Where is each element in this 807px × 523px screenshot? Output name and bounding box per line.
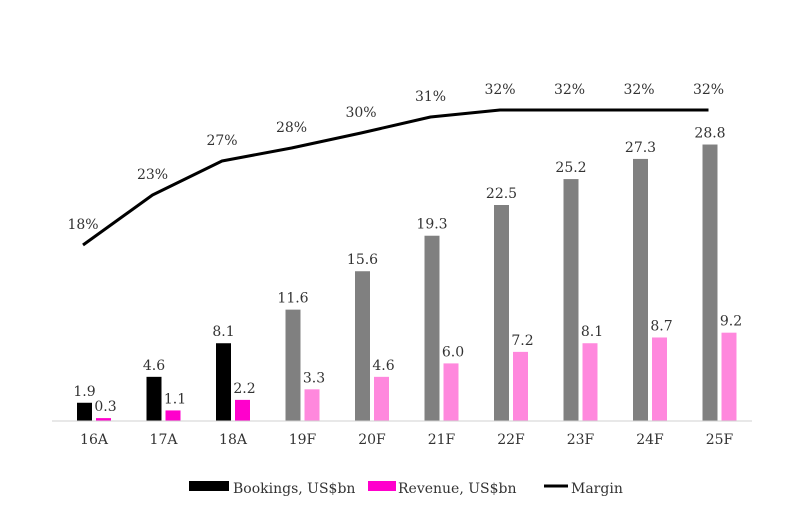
- legend-label-margin: Margin: [571, 481, 623, 497]
- x-tick-21F: 21F: [428, 432, 456, 448]
- x-tick-23F: 23F: [567, 432, 595, 448]
- bar-labels-layer: 1.90.3 4.6 1.1 8.1 2.2 11.6 3.3 15.6 4.6 19.3 6.0 2…: [73, 126, 742, 416]
- margin-label-19F: 28%: [276, 120, 307, 136]
- bookings-bar-23F: [563, 179, 579, 421]
- margin-label-24F: 32%: [623, 82, 654, 98]
- margin-label-17A: 23%: [137, 167, 168, 183]
- revenue-label-17A: 1.1: [164, 391, 186, 407]
- margin-label-18A: 27%: [206, 133, 237, 149]
- margin-label-16A: 18%: [67, 217, 98, 233]
- margin-label-20F: 30%: [345, 105, 376, 121]
- bookings-label-16A: 1.9: [73, 384, 95, 400]
- bars-layer: [77, 144, 737, 422]
- revenue-label-24F: 8.7: [650, 318, 672, 334]
- legend-label-revenue: Revenue, US$bn: [398, 481, 517, 497]
- bookings-bar-16A: [77, 402, 92, 421]
- margin-label-22F: 32%: [484, 82, 515, 98]
- bookings-bar-21F: [424, 235, 440, 421]
- margin-line: [82, 108, 709, 247]
- bookings-label-20F: 15.6: [347, 252, 378, 268]
- margin-label-21F: 31%: [415, 89, 446, 105]
- legend-label-bookings: Bookings, US$bn: [233, 481, 355, 497]
- bookings-label-17A: 4.6: [143, 358, 165, 374]
- x-tick-24F: 24F: [636, 432, 664, 448]
- x-tick-16A: 16A: [80, 432, 109, 448]
- bookings-label-21F: 19.3: [416, 217, 447, 233]
- revenue-label-25F: 9.2: [720, 314, 742, 330]
- revenue-label-19F: 3.3: [303, 370, 325, 386]
- legend-swatch-bookings: [189, 481, 229, 491]
- revenue-bar-20F: [374, 376, 389, 421]
- revenue-label-22F: 7.2: [511, 333, 533, 349]
- bookings-bar-22F: [494, 205, 509, 421]
- revenue-label-23F: 8.1: [581, 324, 603, 340]
- bookings-bar-18A: [216, 343, 231, 421]
- revenue-bar-18A: [235, 399, 250, 421]
- revenue-label-20F: 4.6: [372, 358, 394, 374]
- bookings-label-24F: 27.3: [625, 140, 656, 156]
- revenue-bar-22F: [513, 351, 528, 421]
- revenue-bar-21F: [443, 363, 459, 421]
- revenue-label-18A: 2.2: [233, 381, 255, 397]
- bookings-label-22F: 22.5: [486, 186, 517, 202]
- revenue-bar-17A: [165, 410, 181, 421]
- bookings-label-18A: 8.1: [212, 324, 234, 340]
- bookings-bar-17A: [146, 376, 162, 421]
- revenue-bar-25F: [721, 332, 737, 421]
- revenue-label-21F: 6.0: [442, 344, 464, 360]
- bookings-bar-24F: [633, 158, 648, 422]
- x-tick-19F: 19F: [289, 432, 317, 448]
- bookings-bar-19F: [285, 309, 301, 421]
- bookings-label-25F: 28.8: [694, 126, 725, 142]
- bookings-label-19F: 11.6: [277, 291, 308, 307]
- revenue-label-16A: 0.3: [94, 399, 116, 415]
- x-tick-labels: 16A 17A 18A 19F 20F 21F 22F 23F 24F 25F: [80, 432, 734, 448]
- legend-swatch-revenue: [368, 481, 396, 491]
- bookings-label-23F: 25.2: [555, 160, 586, 176]
- bookings-bar-20F: [355, 271, 370, 421]
- margin-label-25F: 32%: [693, 82, 724, 98]
- x-tick-22F: 22F: [497, 432, 525, 448]
- revenue-bar-23F: [582, 343, 598, 421]
- revenue-bar-16A: [96, 418, 111, 421]
- x-tick-18A: 18A: [219, 432, 248, 448]
- x-tick-20F: 20F: [358, 432, 386, 448]
- revenue-bar-19F: [304, 389, 320, 421]
- revenue-bar-24F: [652, 337, 667, 421]
- x-tick-17A: 17A: [150, 432, 179, 448]
- x-tick-25F: 25F: [706, 432, 734, 448]
- margin-label-23F: 32%: [554, 82, 585, 98]
- legend: Bookings, US$bn Revenue, US$bn Margin: [189, 481, 623, 497]
- bookings-bar-25F: [702, 144, 718, 421]
- margin-labels-layer: 18% 23% 27% 28% 30% 31% 32% 32% 32% 32%: [67, 82, 724, 233]
